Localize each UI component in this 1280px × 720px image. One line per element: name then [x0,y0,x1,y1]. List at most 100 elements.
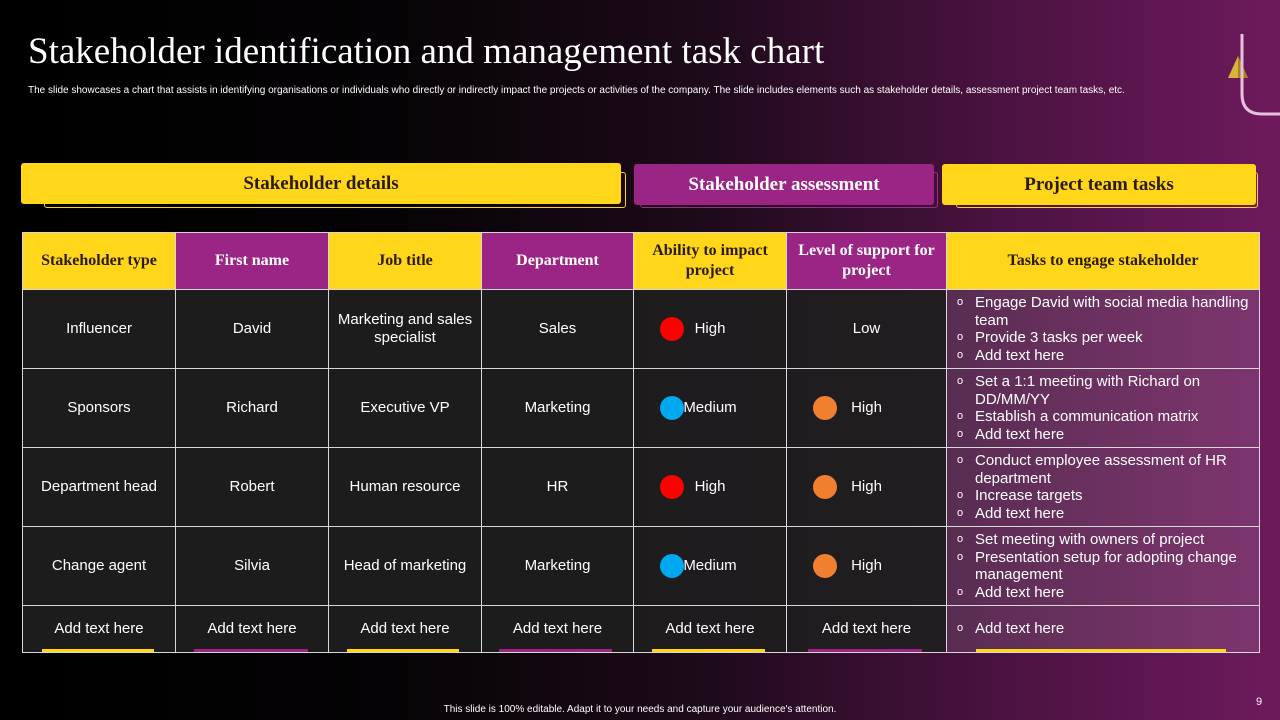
task-text: Presentation setup for adopting change m… [975,548,1237,584]
bullet-circle-icon: o [957,331,964,343]
task-item: o Add text here [957,347,1251,365]
cell-tasks: o Conduct employee assessment of HR depar… [946,447,1260,527]
cell-support-label: High [851,399,882,416]
bullet-circle-icon: o [957,454,964,466]
task-item: o Add text here [957,505,1251,523]
status-dot-icon [660,554,684,578]
cell-support-label: Low [852,320,881,337]
cell-department: Marketing [481,526,634,606]
status-dot-icon [813,554,837,578]
section-header-tasks: Project team tasks [942,164,1256,205]
status-dot-icon [660,475,684,499]
cell-support: High [786,368,947,448]
cell-stakeholder-type: Influencer [22,289,176,369]
task-text: Engage David with social media handling … [975,294,1249,329]
cell-stakeholder-type: Add text here [22,605,176,653]
slide-footer: This slide is 100% editable. Adapt it to… [443,704,837,715]
cell-support: Add text here [786,605,947,653]
cell-department: Marketing [481,368,634,448]
status-dot-icon [660,317,684,341]
header-department: Department [481,232,634,290]
cell-first-name: Silvia [175,526,329,606]
bullet-circle-icon: o [957,506,964,519]
task-list: o Add text here [957,620,1251,638]
task-text: Add text here [975,620,1065,638]
bullet-circle-icon: o [957,296,964,308]
status-dot-icon [813,475,837,499]
cell-ability: High [633,447,787,527]
task-item: o Increase targets [957,487,1251,505]
cell-first-name: Richard [175,368,329,448]
task-text: Add text here [975,346,1065,364]
cell-support-label: High [851,557,882,574]
cell-support: High [786,526,947,606]
cell-ability-label: High [694,478,726,495]
section-header-assessment: Stakeholder assessment [634,164,934,205]
task-text: Add text here [975,504,1065,522]
cell-support: Low [786,289,947,369]
page-number: 9 [1256,696,1263,708]
underline-col-4 [499,649,612,652]
cell-ability-label: Medium [683,399,737,416]
task-text: Add text here [975,425,1065,443]
status-dot-icon [813,396,837,420]
bullet-circle-icon: o [957,489,964,501]
table-row: Influencer David Marketing and sales speci… [22,289,1260,369]
cell-ability: Medium [633,368,787,448]
cell-ability-label: High [694,320,726,337]
slide-title: Stakeholder identification and managemen… [28,31,825,72]
header-first-name: First name [175,232,329,290]
task-item: o Conduct employee assessment of HR depar… [957,452,1251,487]
underline-col-3 [347,649,459,652]
cell-tasks: o Engage David with social media handling… [946,289,1260,369]
task-item: o Set meeting with owners of project [957,531,1251,549]
bullet-circle-icon: o [957,427,964,440]
header-tasks: Tasks to engage stakeholder [946,232,1260,290]
bullet-circle-icon: o [957,622,964,635]
cell-ability: Medium [633,526,787,606]
cell-department: Sales [481,289,634,369]
slide-subtitle: The slide showcases a chart that assists… [28,85,1125,96]
task-item: o Add text here [957,426,1251,444]
cell-ability-label: Add text here [665,620,755,637]
cell-tasks: o Add text here [946,605,1260,653]
cell-job-title: Human resource [328,447,482,527]
cell-job-title: Executive VP [328,368,482,448]
bullet-circle-icon: o [957,585,964,598]
task-list: o Conduct employee assessment of HR depar… [957,452,1251,522]
status-dot-icon [660,396,684,420]
task-text: Set meeting with owners of project [975,531,1205,548]
bullet-circle-icon: o [957,410,964,422]
table-row: Sponsors Richard Executive VP Marketing Medi… [22,368,1260,448]
cell-ability: Add text here [633,605,787,653]
stakeholder-table: Stakeholder type First name Job title De… [22,232,1260,653]
underline-col-7 [976,649,1226,652]
cell-first-name: Robert [175,447,329,527]
task-item: o Add text here [957,620,1251,638]
cell-stakeholder-type: Change agent [22,526,176,606]
table-header-row: Stakeholder type First name Job title De… [22,232,1260,290]
cell-job-title: Add text here [328,605,482,653]
cell-stakeholder-type: Sponsors [22,368,176,448]
cell-first-name: Add text here [175,605,329,653]
decorative-arrow-icon [1228,34,1280,116]
cell-support-label: Add text here [821,620,912,637]
cell-ability-label: Medium [683,557,737,574]
underline-col-6 [808,649,922,652]
bullet-circle-icon: o [957,375,964,387]
underline-col-2 [194,649,308,652]
task-text: Provide 3 tasks per week [975,329,1143,346]
cell-stakeholder-type: Department head [22,447,176,527]
table-row: Change agent Silvia Head of marketing Marke… [22,526,1260,606]
cell-support: High [786,447,947,527]
task-text: Conduct employee assessment of HR depart… [975,452,1227,487]
table-row: Add text here Add text here Add text here A… [22,605,1260,653]
header-job-title: Job title [328,232,482,290]
bullet-circle-icon: o [957,550,964,563]
header-support: Level of support for project [786,232,947,290]
bullet-circle-icon: o [957,533,964,545]
task-text: Add text here [975,583,1065,601]
bullet-circle-icon: o [957,348,964,361]
task-item: o Presentation setup for adopting change … [957,549,1251,584]
task-list: o Set meeting with owners of project o Pres… [957,531,1251,601]
